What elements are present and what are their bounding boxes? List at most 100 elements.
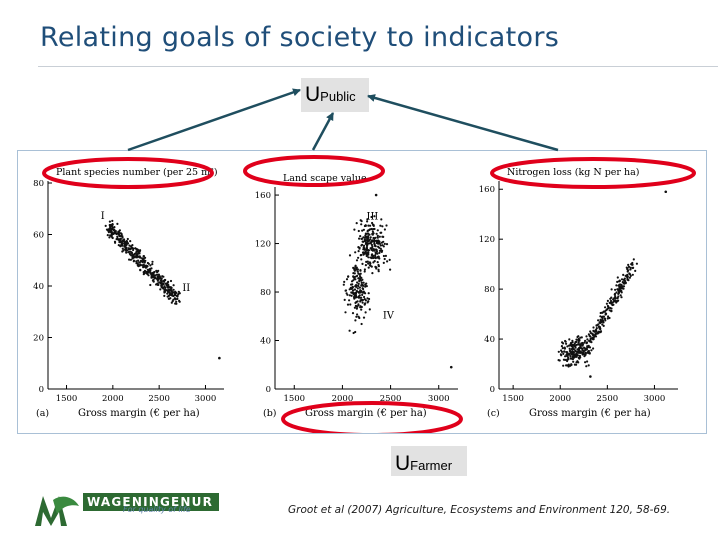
scatter-point [581,352,584,355]
highlight-ellipses [42,155,696,433]
scatter-point [380,231,383,234]
scatter-point [361,229,364,232]
scatter-point [588,334,591,337]
scatter-point [164,286,167,289]
scatter-point [116,222,119,225]
scatter-point [361,291,364,294]
scatter-point [159,288,162,291]
scatter-point [367,266,370,269]
scatter-point [361,287,364,290]
scatter-point [370,265,373,268]
panel-landscape-value: 0 40 80 120 160 1500 2000 2500 3000 Land scape va… [255,173,458,419]
scatter-point [160,285,163,288]
scatter-point [373,260,376,263]
scatter-point [620,296,623,299]
scatter-point [622,278,625,281]
scatter-point [378,235,381,238]
u-farmer-main: U [395,452,411,475]
scatter-point [364,283,367,286]
scatter-point [579,343,583,346]
scatter-point [589,330,592,333]
scatter-point [565,351,568,354]
scatter-point [354,251,357,254]
y-tick-label: 0 [39,385,44,395]
scatter-point [579,351,582,354]
scatter-point [366,248,369,252]
scatter-point [171,294,174,297]
scatter-point [588,351,591,354]
panel-label: (b) [263,408,277,419]
x-tick-label: 2500 [597,394,619,404]
scatter-point [361,293,364,296]
scatter-point [355,315,358,318]
scatter-point [596,324,599,327]
scatter-point [128,258,131,261]
scatter-point [364,299,367,302]
panel-title: Land scape value [283,173,367,184]
u-public-subscript: Public [320,89,356,104]
scatter-point [153,277,156,280]
scatter-point [366,244,369,247]
scatter-point [355,296,358,299]
scatter-point [362,228,365,231]
scatter-point [614,295,617,298]
scatter-point [607,305,610,308]
scatter-point [142,271,145,274]
scatter-point [119,235,122,238]
scatter-point [353,306,356,309]
scatter-point [359,277,362,280]
scatter-point [594,335,598,338]
scatter-point [374,255,377,259]
scatter-point [616,280,619,283]
scatter-point [584,339,587,342]
scatter-point [117,244,120,247]
scatter-point [366,251,369,254]
scatter-point [361,301,364,304]
y-tick-label: 80 [33,179,44,189]
scatter-point [364,234,367,237]
scatter-point [576,360,579,363]
scatter-point [606,299,610,302]
scatter-point [587,345,590,348]
scatter-point [379,244,382,247]
scatter-point [362,253,365,256]
scatter-point [178,300,181,303]
scatter-point [166,285,169,289]
scatter-point [566,345,569,348]
scatter-point [620,286,623,289]
scatter-point [356,290,359,293]
scatter-point [129,240,132,243]
scatter-point [357,303,360,306]
scatter-point [562,358,566,361]
scatter-point [370,215,373,219]
scatter-point [577,337,580,341]
scatter-point [628,272,631,275]
scatter-point [166,295,169,298]
scatter-point [625,274,628,277]
scatter-point [363,268,366,271]
scatter-point [169,279,173,283]
scatter-point [367,242,370,245]
scatter-point [136,252,139,255]
y-tick-label: 80 [484,285,495,295]
panel-label: (c) [487,408,500,419]
scatter-point [154,274,157,277]
scatter-point [121,243,124,247]
scatter-point [367,292,370,295]
scatter-point [347,275,350,278]
scatter-point [172,288,175,291]
scatter-point [634,269,637,272]
scatter-point [377,245,380,248]
scatter-point [353,295,356,298]
scatter-point [575,355,578,358]
highlight-gross-margin [281,401,463,433]
scatter-point [173,291,176,294]
scatter-point [567,365,570,368]
scatter-point [378,251,381,254]
scatter-point [376,234,379,237]
point-annotation: IV [383,311,395,322]
scatter-point [378,242,381,245]
scatter-point [354,330,357,334]
scatter-point [571,352,574,355]
scatter-point [363,244,366,247]
